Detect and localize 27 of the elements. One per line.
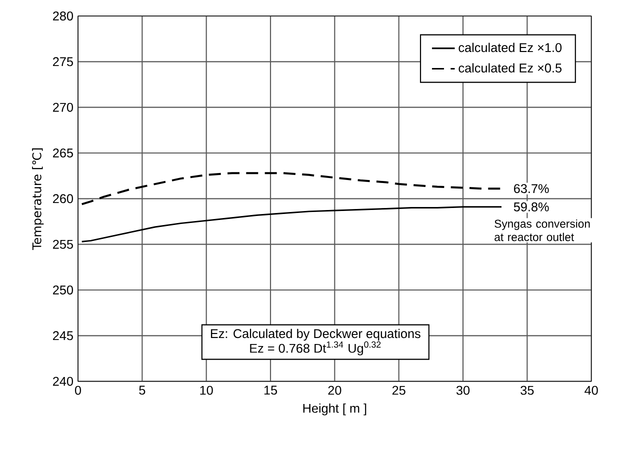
x-axis-title: Height [ m ] — [303, 403, 366, 416]
y-tick-label: 250 — [53, 285, 74, 294]
y-tick-label: 255 — [53, 240, 73, 249]
y-tick-label: 245 — [53, 331, 73, 340]
annotation: 63.7% — [514, 184, 549, 193]
x-tick-label: 25 — [392, 386, 406, 395]
y-tick-label: 275 — [53, 57, 73, 66]
legend-label: calculated Ez ×1.0 — [458, 42, 562, 52]
y-tick-label: 270 — [53, 102, 74, 112]
y-tick-label: 240 — [53, 376, 74, 386]
y-tick-label: 260 — [53, 194, 74, 203]
x-tick-label: 15 — [264, 386, 278, 394]
x-tick-label: 20 — [328, 386, 342, 395]
x-tick-label: 5 — [139, 386, 146, 394]
y-tick-label: 280 — [53, 11, 74, 20]
x-tick-label: 10 — [200, 386, 213, 395]
y-axis-title: Temperature [℃] — [32, 148, 44, 250]
x-tick-label: 40 — [584, 386, 598, 395]
annotation: Ez = 0.768 Dt$^{1.34}$ Ug$^{0.32}$ — [250, 341, 381, 356]
legend-label: calculated Ez ×0.5 — [458, 63, 562, 72]
annotation: Syngas conversion at reactor outlet — [494, 219, 590, 241]
x-tick-label: 0 — [74, 386, 82, 395]
y-tick-label: 265 — [53, 148, 73, 158]
x-tick-label: 35 — [520, 386, 534, 395]
annotation: 59.8% — [514, 202, 549, 212]
x-tick-label: 30 — [456, 386, 470, 395]
annotation: Ez: Calculated by Deckwer equations — [210, 328, 420, 340]
